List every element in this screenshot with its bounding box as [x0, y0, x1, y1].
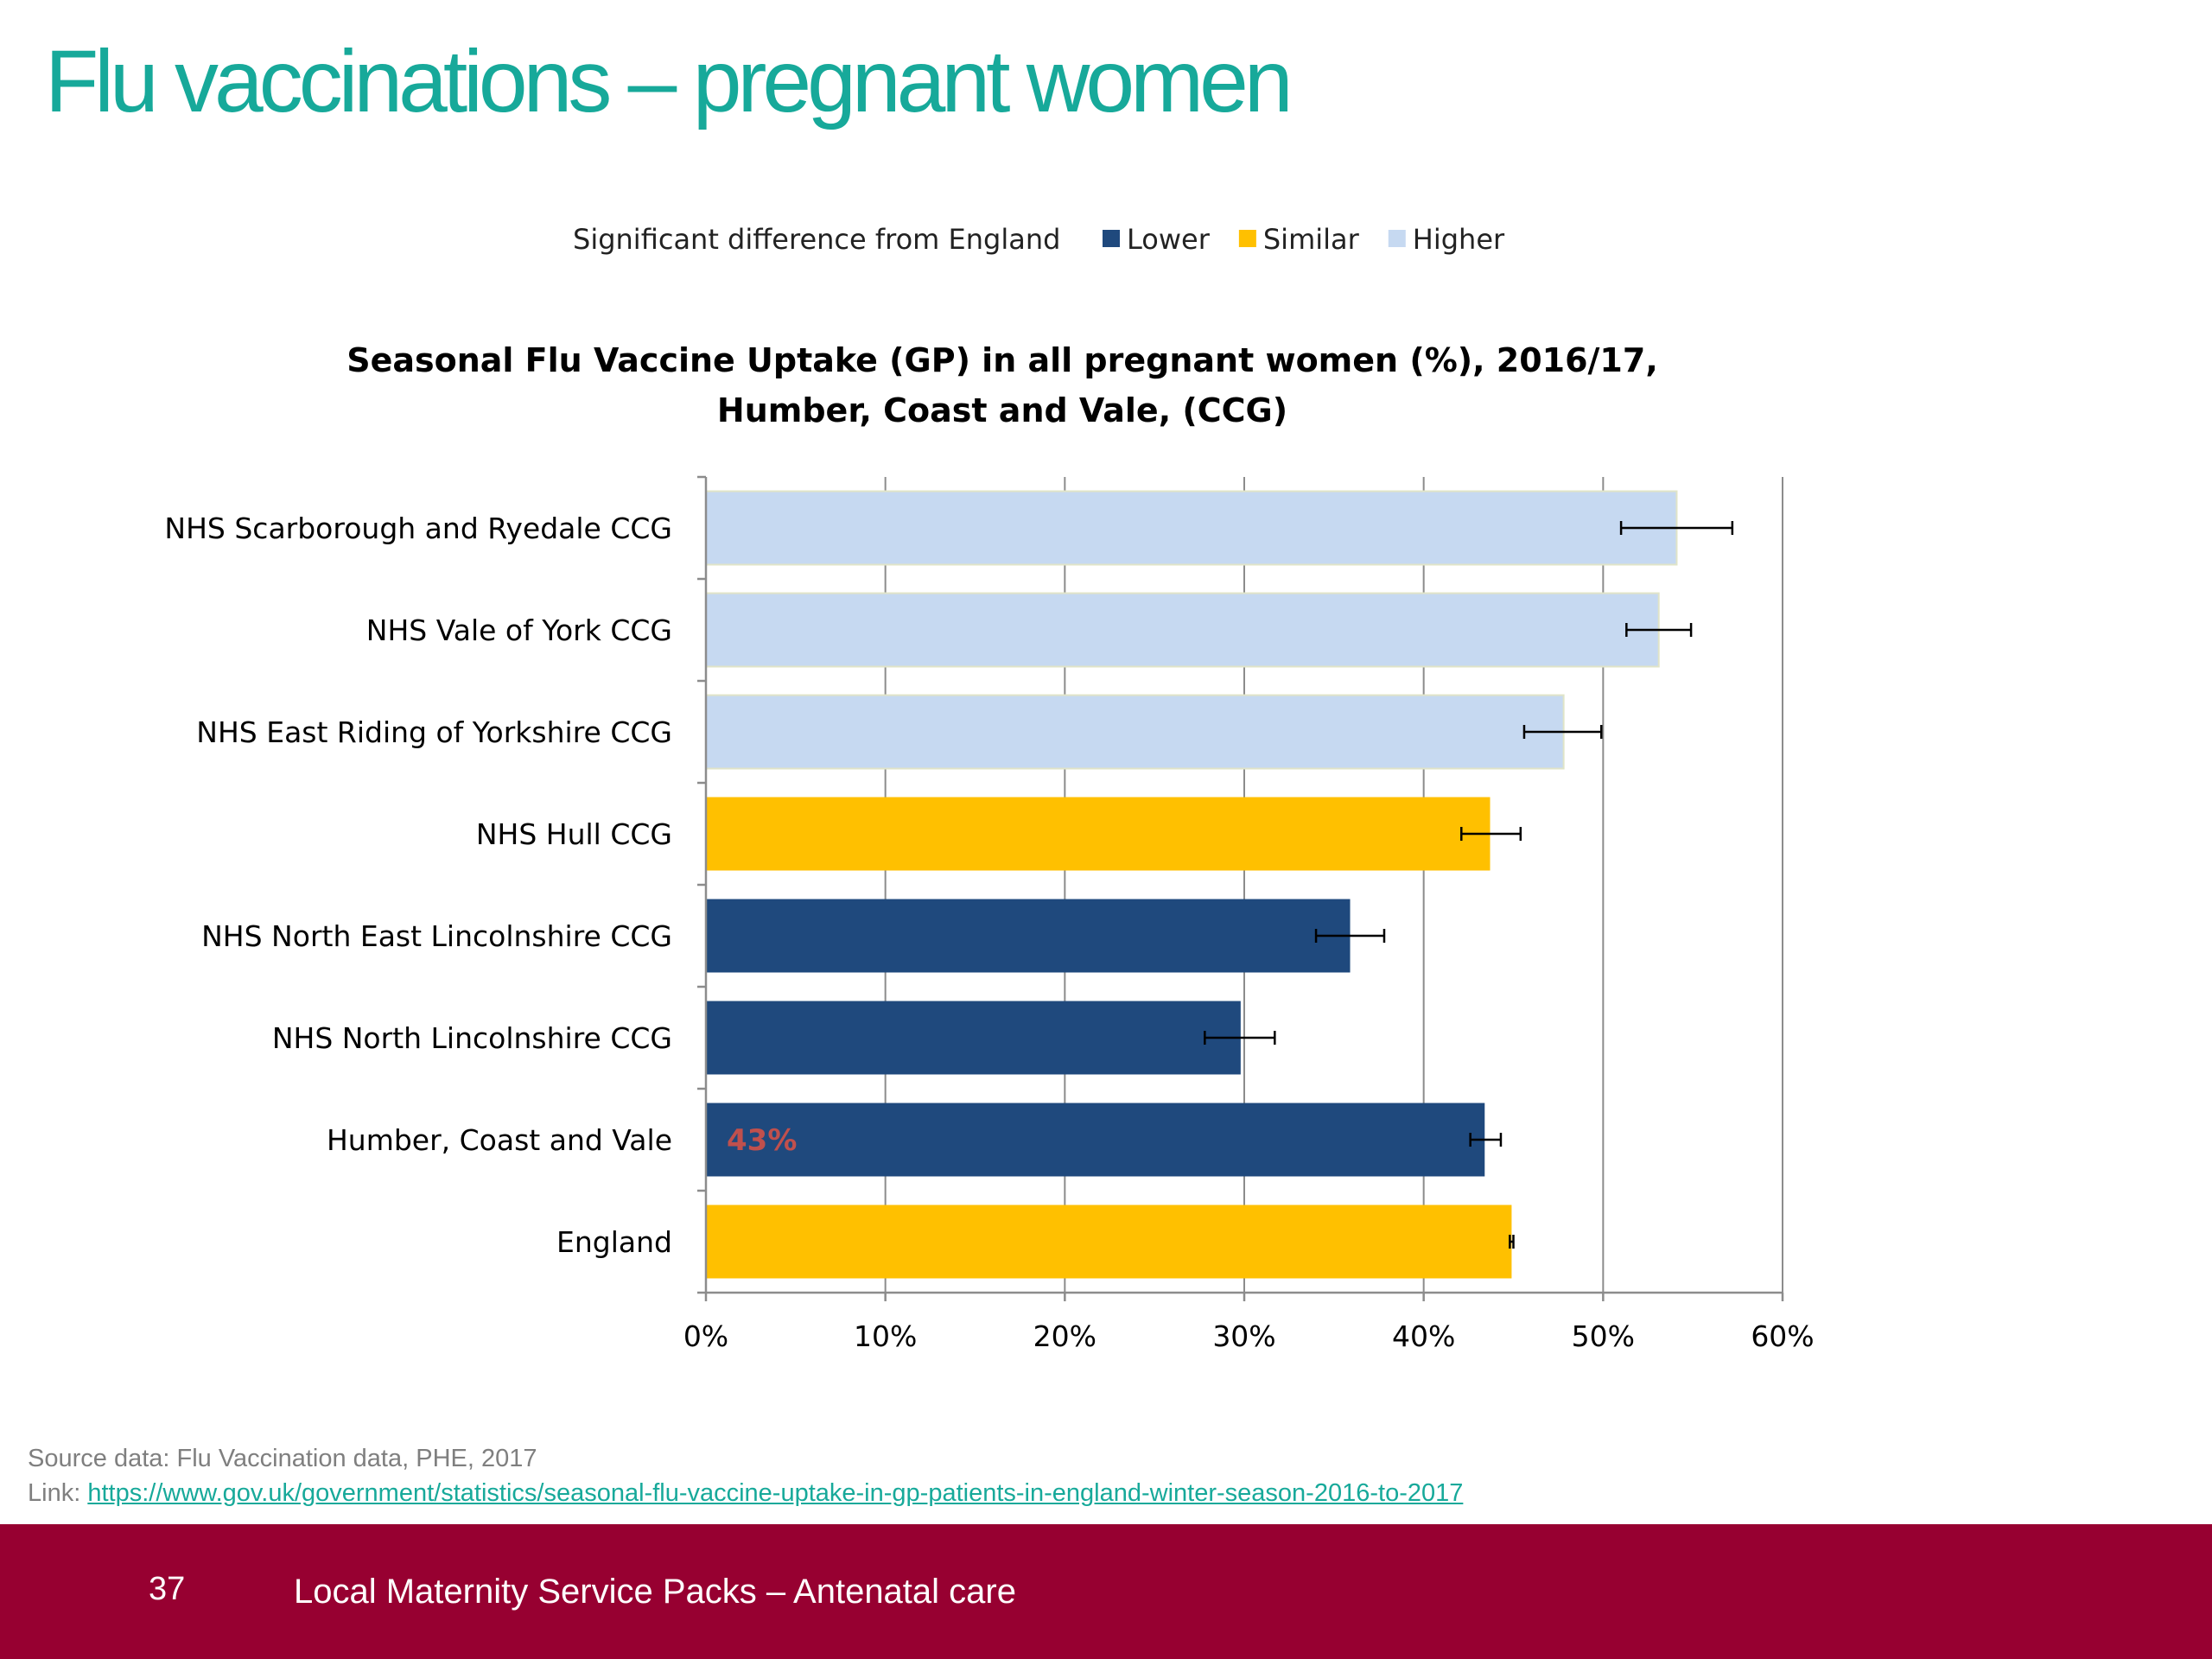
page-number: 37	[149, 1571, 186, 1607]
legend-title: Significant difference from England	[573, 223, 1060, 256]
bar	[706, 1103, 1485, 1177]
legend-swatch-similar	[1238, 230, 1256, 247]
legend-label-higher: Higher	[1413, 223, 1505, 256]
x-tick-label: 40%	[1392, 1319, 1455, 1353]
bar-chart: Significant difference from England Lower…	[164, 223, 1815, 1353]
data-label: 43%	[727, 1123, 797, 1158]
bar	[705, 694, 1565, 770]
source-link[interactable]: https://www.gov.uk/government/statistics…	[87, 1479, 1464, 1507]
category-label: NHS North Lincolnshire CCG	[272, 1021, 672, 1055]
category-label: NHS North East Lincolnshire CCG	[201, 919, 672, 953]
bar	[706, 899, 1351, 973]
x-tick-label: 10%	[854, 1319, 917, 1353]
bar	[705, 490, 1678, 566]
x-tick-label: 50%	[1572, 1319, 1635, 1353]
category-label: NHS Scarborough and Ryedale CCG	[164, 512, 672, 545]
axis-labels: NHS Scarborough and Ryedale CCG NHS Vale …	[164, 512, 797, 1259]
bar	[706, 797, 1491, 871]
category-label: NHS East Riding of Yorkshire CCG	[196, 715, 672, 749]
error-bars	[1204, 521, 1734, 1249]
source-link-line: Link: https://www.gov.uk/government/stat…	[28, 1476, 1463, 1510]
category-label: England	[556, 1225, 672, 1259]
source-text: Source data: Flu Vaccination data, PHE, …	[28, 1445, 537, 1472]
chart-legend: Significant difference from England Lower…	[573, 223, 1505, 256]
x-tick-label: 60%	[1751, 1319, 1814, 1353]
bar	[705, 592, 1660, 668]
footer-bar: 37 Local Maternity Service Packs – Anten…	[0, 1524, 2212, 1659]
x-tick-label: 0%	[683, 1319, 728, 1353]
bar	[706, 1205, 1512, 1279]
category-label: Humber, Coast and Vale	[327, 1123, 672, 1157]
category-label: NHS Vale of York CCG	[366, 613, 672, 647]
chart-title-line: Humber, Coast and Vale, (CCG)	[717, 391, 1287, 429]
link-prefix: Link:	[28, 1479, 88, 1507]
chart-title: Seasonal Flu Vaccine Uptake (GP) in all …	[346, 341, 1658, 429]
source-note: Source data: Flu Vaccination data, PHE, …	[28, 1441, 1463, 1510]
axes: 0% 10% 20% 30% 40% 50% 60%	[683, 475, 1815, 1353]
legend-label-similar: Similar	[1263, 223, 1360, 256]
legend-label-lower: Lower	[1127, 223, 1211, 256]
x-tick-label: 30%	[1212, 1319, 1275, 1353]
legend-swatch-higher	[1388, 230, 1406, 247]
page-title: Flu vaccinations – pregnant women	[45, 32, 1294, 130]
footer-text: Local Maternity Service Packs – Antenata…	[294, 1573, 1016, 1611]
bar	[706, 1001, 1241, 1075]
bars	[705, 490, 1678, 1279]
x-tick-label: 20%	[1033, 1319, 1096, 1353]
category-label: NHS Hull CCG	[476, 817, 672, 851]
legend-swatch-lower	[1103, 230, 1120, 247]
chart-title-line: Seasonal Flu Vaccine Uptake (GP) in all …	[346, 341, 1658, 379]
